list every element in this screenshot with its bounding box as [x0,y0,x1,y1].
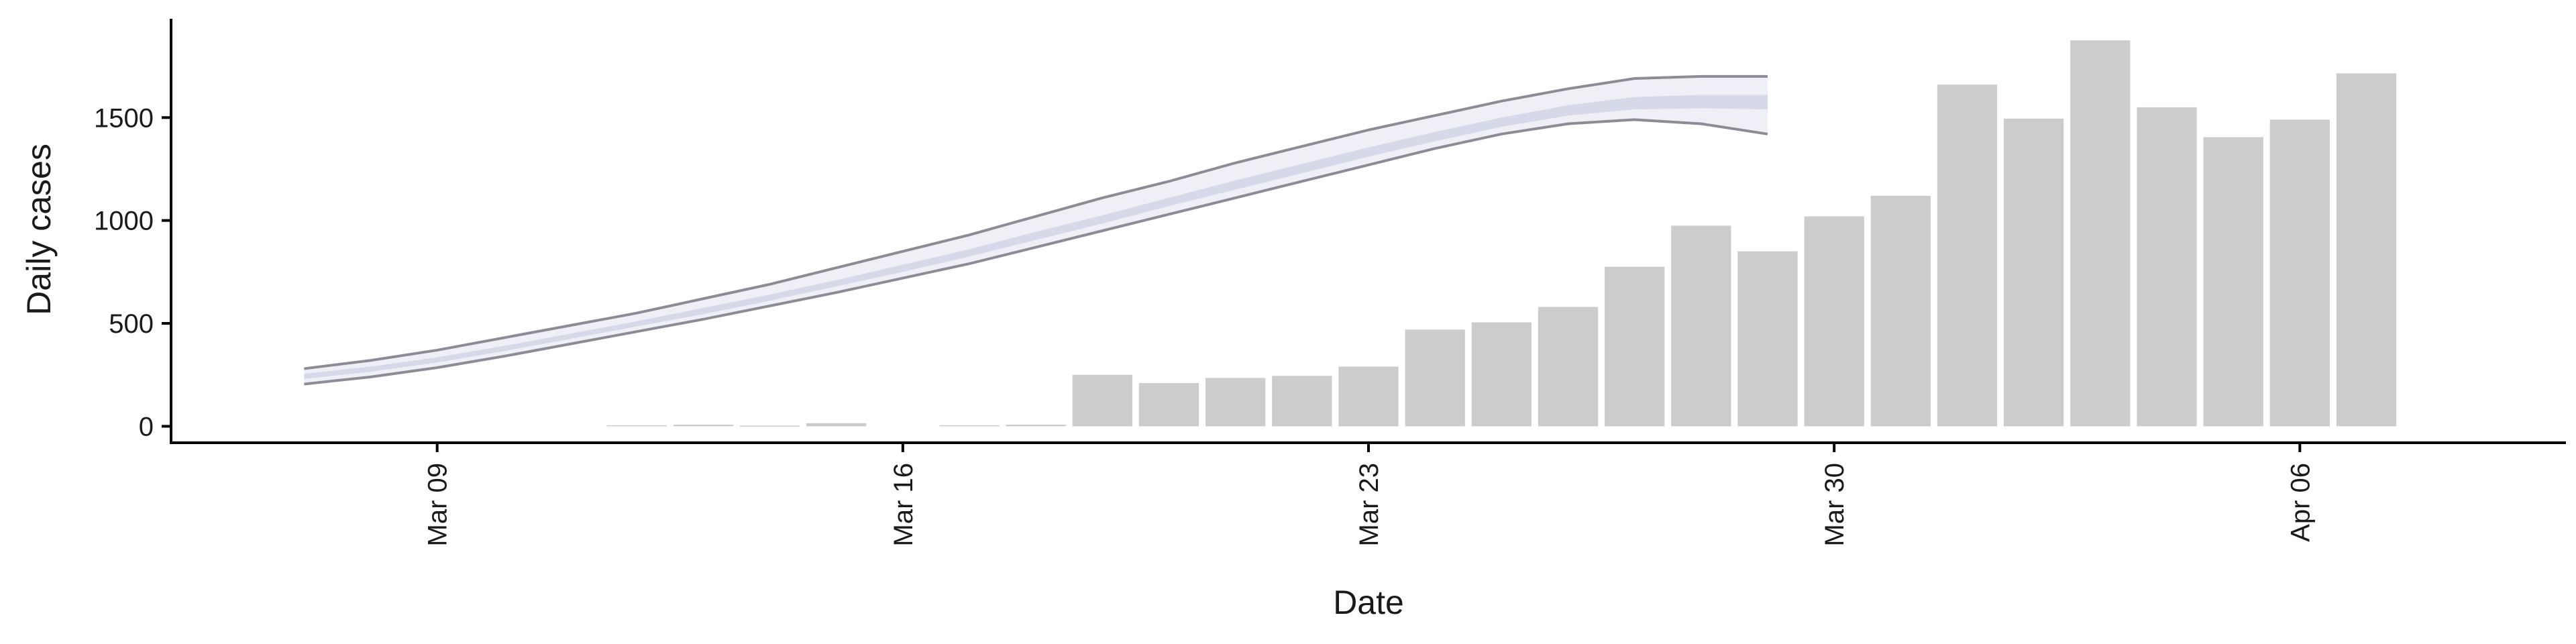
bar [1205,378,1266,427]
bar [1605,266,1665,427]
projection-inner-band [304,95,1768,379]
projection-band-layer [304,74,1768,386]
bar [806,423,867,427]
bar [2269,119,2330,427]
bar [673,425,733,427]
projection-upper-line [304,74,1768,370]
x-tick-label: Mar 09 [423,463,453,547]
x-tick-label: Mar 16 [889,463,918,547]
bar [2137,107,2197,427]
bar [2336,73,2397,427]
bar [1072,374,1132,427]
bar [2004,118,2064,427]
x-tick-label: Mar 23 [1354,463,1384,547]
bar [1737,251,1798,427]
x-tick-label: Apr 06 [2286,463,2315,542]
y-tick-label: 1500 [94,103,154,133]
bar [1671,225,1731,427]
bar [1937,85,1998,427]
bar [1138,383,1199,427]
x-tick-label: Mar 30 [1820,463,1849,547]
bar [606,425,667,427]
bar [939,425,1000,427]
bar [739,425,800,427]
y-tick-label: 500 [109,309,154,339]
ticks-layer: 0 500 1000 1500 Mar 09 Mar 16 Mar 23 Mar 30 Apr … [94,103,2315,546]
bar [1471,322,1532,427]
bar [1870,195,1931,427]
x-axis-title: Date [1333,584,1404,621]
y-tick-label: 0 [139,412,154,441]
y-tick-label: 1000 [94,207,154,236]
bar [2070,40,2131,427]
bar [1338,366,1399,427]
bar [1405,329,1465,427]
bars-layer [606,40,2397,427]
bar [1538,307,1599,427]
bar [2203,137,2263,427]
bar [1006,425,1066,427]
y-axis-title: Daily cases [20,144,58,315]
bar [1804,216,1864,427]
bar [1272,376,1332,427]
projection-lower-line [304,118,1768,386]
